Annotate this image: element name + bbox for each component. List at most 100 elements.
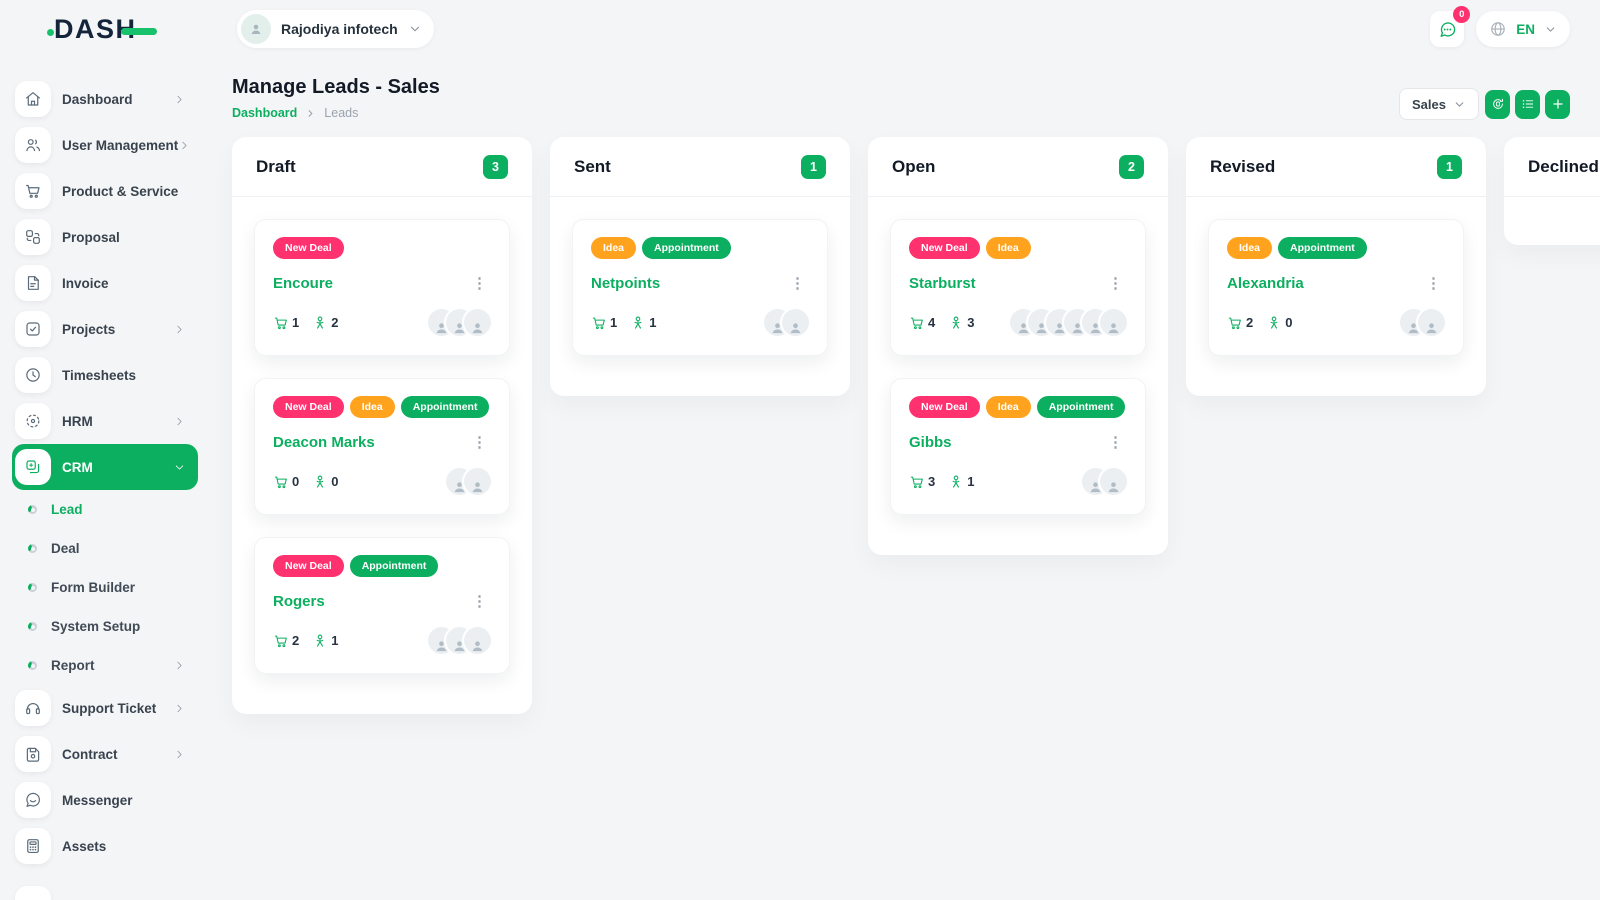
lead-card-encoure[interactable]: New Deal Encoure ⋮ 1 2 — [254, 219, 510, 356]
list-icon — [1522, 100, 1533, 108]
card-tags: New Deal Idea Appointment — [273, 396, 491, 418]
pipeline-select[interactable]: Sales — [1399, 88, 1479, 120]
card-avatars — [1082, 468, 1127, 495]
headset-icon — [15, 690, 51, 726]
column-count-badge: 1 — [1437, 154, 1462, 179]
sidebar-item-label: Projects — [62, 321, 116, 337]
messages-button[interactable]: 0 — [1430, 6, 1471, 47]
lead-card-rogers[interactable]: New Deal Appointment Rogers ⋮ 2 1 — [254, 537, 510, 674]
lead-name-link[interactable]: Rogers — [273, 593, 325, 610]
lead-card-netpoints[interactable]: Idea Appointment Netpoints ⋮ 1 1 — [572, 219, 828, 356]
cart-count-icon — [1227, 315, 1243, 331]
count-value: 1 — [331, 633, 339, 648]
language-label: EN — [1516, 21, 1535, 37]
chevron-right-icon — [173, 93, 186, 106]
add-lead-button[interactable] — [1545, 89, 1570, 119]
sidebar-item-label: Invoice — [62, 275, 109, 291]
lead-name-link[interactable]: Alexandria — [1227, 275, 1304, 292]
tag-appointment: Appointment — [400, 396, 490, 418]
column-count-badge: 2 — [1119, 154, 1144, 179]
count-value: 0 — [331, 474, 339, 489]
hrm-icon — [15, 403, 51, 439]
sidebar-item-projects[interactable]: Projects — [15, 306, 196, 352]
sidebar-item-lead[interactable]: Lead — [15, 490, 196, 529]
user-count-icon — [630, 315, 646, 331]
kebab-menu-icon[interactable]: ⋮ — [472, 593, 487, 610]
language-selector[interactable]: EN — [1476, 11, 1570, 47]
sidebar-item-user-management[interactable]: User Management — [15, 122, 196, 168]
lead-card-alexandria[interactable]: Idea Appointment Alexandria ⋮ 2 0 — [1208, 219, 1464, 356]
sidebar-item-assets[interactable]: Assets — [15, 823, 196, 869]
count-value: 2 — [1246, 315, 1254, 330]
kebab-menu-icon[interactable]: ⋮ — [1426, 275, 1441, 292]
cart-count-icon — [274, 476, 287, 488]
chevron-down-icon — [1453, 98, 1466, 111]
sidebar-item-support-ticket[interactable]: Support Ticket — [15, 685, 196, 731]
convert-button[interactable] — [1485, 89, 1510, 119]
bullet-icon — [28, 583, 37, 592]
products-count: 3 — [909, 474, 935, 490]
cart-count-icon — [274, 317, 287, 329]
column-header: Draft 3 — [232, 137, 532, 197]
products-count: 0 — [273, 474, 299, 490]
sidebar-item-hrm[interactable]: HRM — [15, 398, 196, 444]
page-title: Manage Leads - Sales — [232, 76, 440, 98]
tag-new-deal: New Deal — [273, 555, 344, 577]
user-count-icon — [312, 315, 328, 331]
card-tags: New Deal Appointment — [273, 555, 491, 577]
hrm-icon — [26, 414, 40, 428]
sidebar-item-timesheets[interactable]: Timesheets — [15, 352, 196, 398]
sidebar-item-dashboard[interactable]: Dashboard — [15, 76, 196, 122]
count-value: 0 — [292, 474, 300, 489]
sidebar-item-form-builder[interactable]: Form Builder — [15, 568, 196, 607]
tag-new-deal: New Deal — [909, 237, 980, 259]
logo-dash-icon — [120, 27, 157, 35]
kebab-menu-icon[interactable]: ⋮ — [1108, 275, 1123, 292]
lead-name-link[interactable]: Netpoints — [591, 275, 661, 292]
topbar: DASH Rajodiya infotech 0 EN — [0, 0, 1600, 60]
sidebar-item-contract[interactable]: Contract — [15, 731, 196, 777]
user-count-icon — [312, 474, 328, 490]
count-value: 1 — [649, 315, 657, 330]
lead-card-deacon-marks[interactable]: New Deal Idea Appointment Deacon Marks ⋮ 0 0 — [254, 378, 510, 515]
sidebar-item-crm[interactable]: CRM — [12, 444, 198, 490]
cart-count-icon — [273, 474, 289, 490]
sidebar: Dashboard User Management Product & Servic… — [0, 60, 210, 900]
breadcrumb-dashboard-link[interactable]: Dashboard — [232, 106, 298, 120]
chevron-right-icon — [173, 702, 186, 715]
count-value: 1 — [967, 474, 975, 489]
tag-appointment: Appointment — [1278, 237, 1367, 259]
workspace-switcher[interactable]: Rajodiya infotech — [237, 10, 434, 48]
sidebar-item-proposal[interactable]: Proposal — [15, 214, 196, 260]
column-body: Idea Appointment Netpoints ⋮ 1 1 — [550, 197, 850, 396]
lead-name-link[interactable]: Deacon Marks — [273, 434, 375, 451]
kebab-menu-icon[interactable]: ⋮ — [472, 275, 487, 292]
tag-idea: Idea — [985, 396, 1031, 418]
lead-card-starburst[interactable]: New Deal Idea Starburst ⋮ 4 3 — [890, 219, 1146, 356]
sidebar-item-partial — [15, 869, 196, 900]
bullet-icon — [28, 661, 37, 670]
card-avatars — [1010, 309, 1127, 336]
sidebar-item-system-setup[interactable]: System Setup — [15, 607, 196, 646]
kebab-menu-icon[interactable]: ⋮ — [472, 434, 487, 451]
chev-right — [182, 141, 187, 149]
products-count: 2 — [1227, 315, 1253, 331]
kebab-menu-icon[interactable]: ⋮ — [1108, 434, 1123, 451]
lead-card-gibbs[interactable]: New Deal Idea Appointment Gibbs ⋮ 3 1 — [890, 378, 1146, 515]
kebab-menu-icon[interactable]: ⋮ — [790, 275, 805, 292]
lead-name-link[interactable]: Starburst — [909, 275, 976, 292]
sidebar-item-messenger[interactable]: Messenger — [15, 777, 196, 823]
sidebar-item-report[interactable]: Report — [15, 646, 196, 685]
clock-icon — [26, 368, 40, 382]
list-view-button[interactable] — [1515, 89, 1540, 119]
lead-name-link[interactable]: Gibbs — [909, 434, 952, 451]
kanban-board: Draft 3 New Deal Encoure ⋮ 1 2 New Deal Idea Appo… — [232, 137, 1600, 714]
sidebar-item-deal[interactable]: Deal — [15, 529, 196, 568]
sidebar-item-invoice[interactable]: Invoice — [15, 260, 196, 306]
cart-count-icon — [1228, 317, 1241, 329]
user-count-icon — [952, 475, 960, 488]
sidebar-item-product-service[interactable]: Product & Service — [15, 168, 196, 214]
headset-icon — [26, 703, 40, 715]
lead-name-link[interactable]: Encoure — [273, 275, 334, 292]
